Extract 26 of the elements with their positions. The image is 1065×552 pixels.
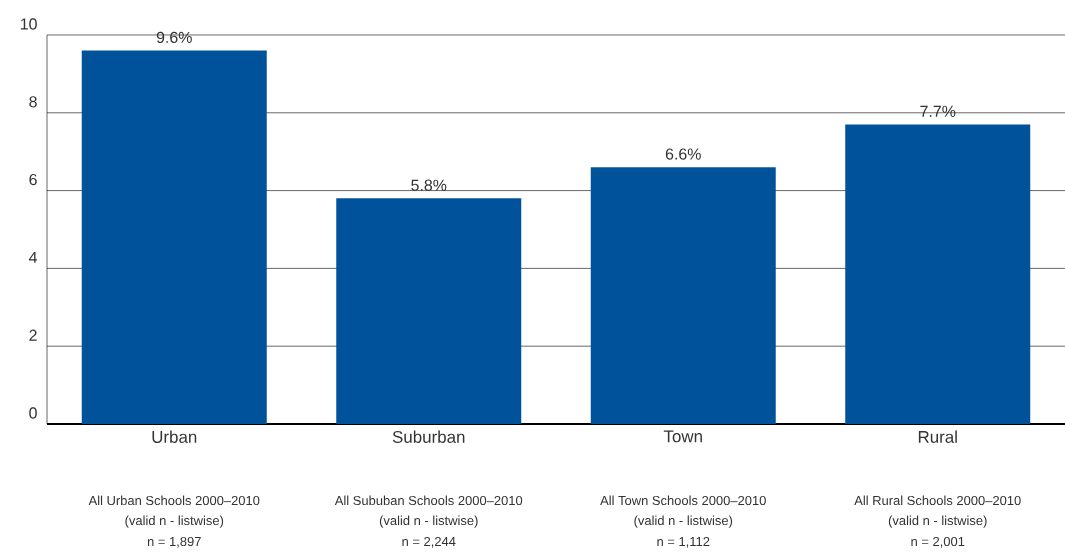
text: All Rural Schools 2000–2010 — [854, 495, 1021, 506]
text: (valid n - listwise) — [379, 515, 478, 528]
y-tick-label: 6 — [29, 173, 37, 186]
x-tick-label: Town — [663, 430, 702, 443]
text: (valid n - listwise) — [634, 515, 733, 528]
text: n = 1,112 — [657, 536, 710, 548]
y-tick-label: 8 — [29, 96, 37, 108]
text: All Town Schools 2000–2010 — [600, 495, 766, 506]
text: n = 2,001 — [911, 536, 965, 548]
data-label: 5.8% — [411, 179, 447, 191]
text: (valid n - listwise) — [888, 515, 987, 528]
text: n = 1,897 — [147, 536, 201, 548]
data-label: 9.6% — [156, 31, 192, 44]
text: All Sububan Schools 2000–2010 — [334, 495, 523, 506]
y-tick-label: 4 — [28, 251, 38, 263]
x-tick-label: Rural — [918, 430, 957, 443]
y-tick-label: 2 — [29, 329, 37, 341]
x-tick-label: Urban — [152, 430, 197, 443]
data-label: 6.6% — [665, 148, 701, 160]
y-tick-label: 0 — [29, 407, 37, 419]
y-tick-label: 10 — [20, 18, 37, 30]
text: (valid n - listwise) — [125, 515, 224, 528]
data-label: 7.7% — [920, 105, 956, 117]
text: n = 2,244 — [402, 536, 456, 548]
x-tick-label: Suburban — [392, 430, 465, 443]
text: All Urban Schools 2000–2010 — [88, 495, 260, 506]
